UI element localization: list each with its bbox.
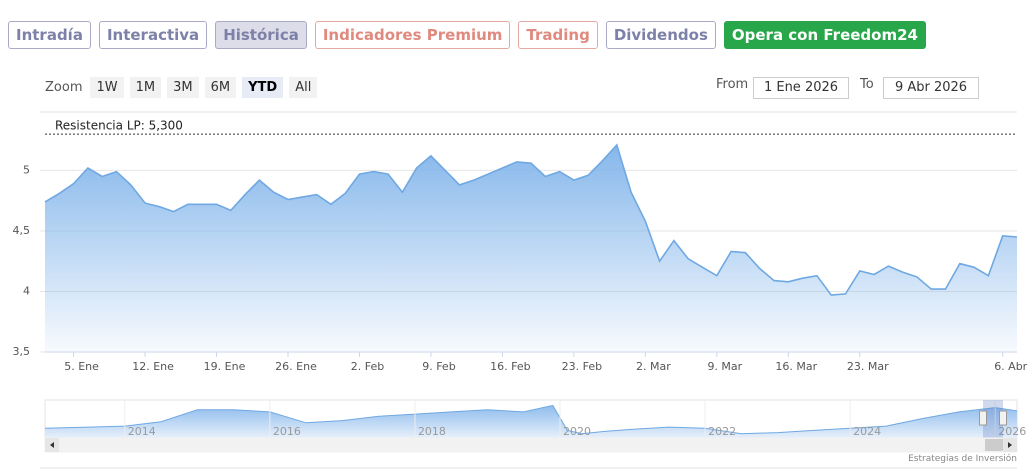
navigator-handle <box>999 410 1007 426</box>
zoom-button[interactable]: 1W <box>90 77 124 98</box>
x-tick-label: 9. Mar <box>707 360 742 373</box>
zoom-label: Zoom <box>45 80 83 95</box>
zoom-button[interactable]: 1M <box>129 77 162 98</box>
tab[interactable]: Opera con Freedom24 <box>723 21 926 49</box>
scrollbar-arrow <box>50 442 54 448</box>
zoom-button[interactable]: 3M <box>167 77 199 98</box>
navigator-tick-label: 2022 <box>708 425 736 438</box>
tab[interactable]: Interactiva <box>98 21 208 49</box>
tab[interactable]: Trading <box>518 21 598 49</box>
navigator-tick-label: 2024 <box>853 425 881 438</box>
tab[interactable]: Indicadores Premium <box>314 21 511 49</box>
from-label: From <box>716 77 749 92</box>
navigator-tick-label: 2014 <box>128 425 156 438</box>
x-tick-label: 16. Mar <box>775 360 817 373</box>
y-tick-label: 4 <box>23 284 30 297</box>
to-input[interactable]: 9 Abr 2026 <box>883 77 979 99</box>
y-tick-label: 5 <box>23 163 30 176</box>
zoom-bar: Zoom 1W 1M 3M 6M YTD All <box>45 77 318 98</box>
tab-bar: Intradía Interactiva Histórica Indicadores … <box>8 21 926 49</box>
x-tick-label: 9. Feb <box>422 360 455 373</box>
navigator-area <box>45 405 1017 438</box>
tab[interactable]: Dividendos <box>605 21 716 49</box>
tab[interactable]: Intradía <box>8 21 91 49</box>
navigator-selection <box>983 400 1003 438</box>
zoom-button[interactable]: 6M <box>204 77 237 98</box>
navigator-tick-label: 2016 <box>273 425 301 438</box>
zoom-button[interactable]: All <box>289 77 318 98</box>
navigator-tick-label: 2020 <box>563 425 591 438</box>
navigator-handle <box>979 410 987 426</box>
resistance-label: Resistencia LP: 5,300 <box>55 119 183 133</box>
y-tick-label: 3,5 <box>13 345 31 358</box>
x-tick-label: 2. Feb <box>351 360 384 373</box>
x-tick-label: 26. Ene <box>275 360 317 373</box>
to-label: To <box>860 77 874 92</box>
line <box>44 143 1018 296</box>
navigator-tick-label: 2018 <box>418 425 446 438</box>
scrollbar-arrow <box>1008 442 1012 448</box>
navigator-tick-label: 2026 <box>998 425 1026 438</box>
x-tick-label: 19. Ene <box>204 360 246 373</box>
credit: Estrategias de Inversión <box>908 454 1017 464</box>
zoom-button[interactable]: YTD <box>242 77 284 98</box>
x-tick-label: 12. Ene <box>132 360 174 373</box>
x-tick-label: 23. Mar <box>847 360 889 373</box>
x-tick-label: 23. Feb <box>562 360 602 373</box>
x-tick-label: 16. Feb <box>490 360 530 373</box>
x-tick-label: 6. Abr <box>994 360 1027 373</box>
scrollbar-thumb <box>985 439 1003 451</box>
y-tick-label: 4,5 <box>13 224 31 237</box>
from-input[interactable]: 1 Ene 2026 <box>753 77 849 99</box>
scrollbar-track <box>44 437 1018 453</box>
x-tick-label: 5. Ene <box>64 360 99 373</box>
area <box>45 145 1017 352</box>
x-tick-label: 2. Mar <box>636 360 671 373</box>
tab[interactable]: Histórica <box>215 21 307 49</box>
